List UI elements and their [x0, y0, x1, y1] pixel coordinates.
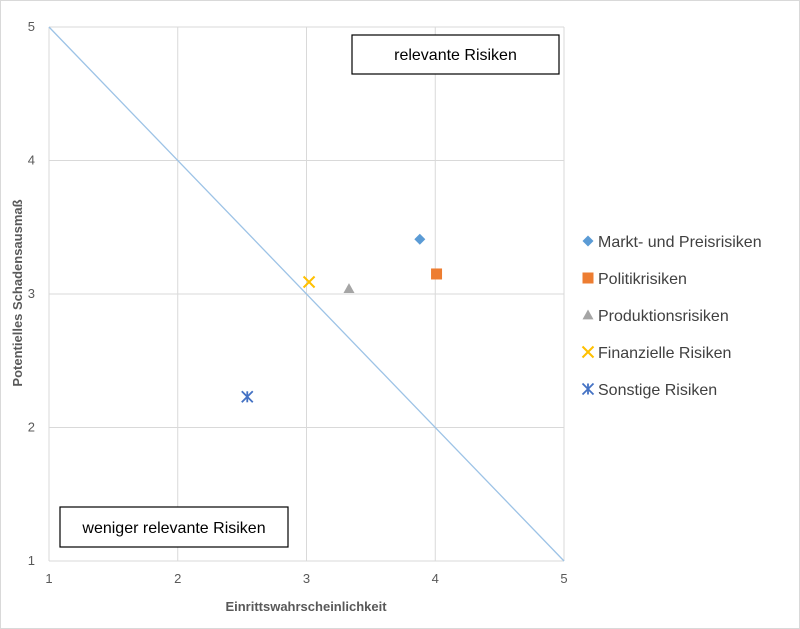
legend-label: Sonstige Risiken — [598, 382, 717, 399]
data-point-diamond — [414, 233, 426, 245]
x-tick-label: 3 — [303, 571, 310, 586]
legend-marker-star — [581, 382, 595, 396]
y-tick-label: 1 — [28, 553, 35, 568]
y-axis-ticks: 1 2 3 4 5 — [28, 19, 35, 568]
x-tick-label: 5 — [560, 571, 567, 586]
legend-marker-diamond — [582, 235, 594, 247]
x-axis-ticks: 1 2 3 4 5 — [45, 571, 567, 586]
legend-label: Politikrisiken — [598, 271, 687, 288]
data-point-star — [241, 390, 254, 403]
relevant-risks-label: relevante Risiken — [394, 47, 517, 64]
less-relevant-risks-box — [59, 506, 289, 548]
x-axis-title: Einrittswahrscheinlichkeit — [225, 599, 387, 614]
data-point-x — [302, 275, 316, 289]
y-tick-label: 4 — [28, 153, 35, 168]
diagonal-reference-line — [48, 26, 565, 562]
data-points — [241, 233, 443, 403]
relevant-risks-box — [351, 34, 560, 75]
y-tick-label: 3 — [28, 286, 35, 301]
legend-marker-square — [582, 272, 594, 284]
x-tick-label: 4 — [432, 571, 439, 586]
y-tick-label: 2 — [28, 420, 35, 435]
legend-label: Markt- und Preisrisiken — [598, 234, 762, 251]
legend: Markt- und Preisrisiken Politikrisiken Pro… — [581, 234, 762, 399]
less-relevant-risks-label: weniger relevante Risiken — [81, 520, 265, 537]
y-axis-title: Potentielles Schadensausmaß — [10, 199, 25, 386]
x-tick-label: 1 — [45, 571, 52, 586]
legend-label: Produktionsrisiken — [598, 308, 729, 325]
x-tick-label: 2 — [174, 571, 181, 586]
data-point-triangle — [343, 283, 355, 294]
data-point-square — [431, 268, 443, 280]
y-tick-label: 5 — [28, 19, 35, 34]
legend-label: Finanzielle Risiken — [598, 345, 731, 362]
gridlines — [48, 26, 565, 562]
legend-marker-triangle — [582, 309, 594, 320]
legend-marker-x — [581, 345, 595, 359]
